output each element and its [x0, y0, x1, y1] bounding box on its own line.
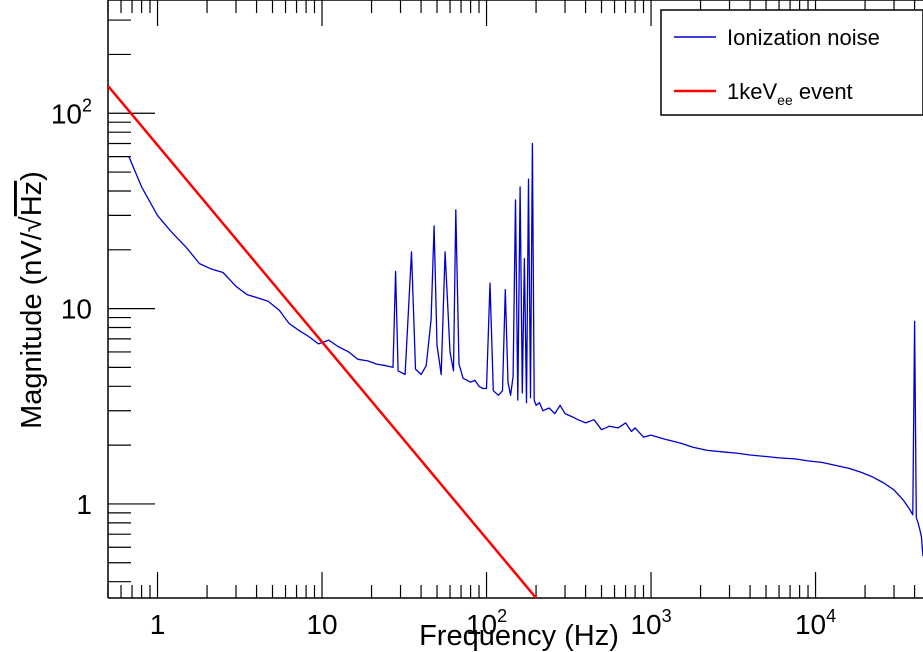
legend: Ionization noise 1keVee event [660, 9, 923, 116]
y-tick-label: 10 [61, 294, 92, 325]
legend-box [660, 9, 923, 116]
y-axis-title-main: Magnitude (nV/ [16, 231, 48, 429]
y-axis-title-radical-sign: √ [16, 216, 48, 232]
legend-label-1kevee-tail: event [793, 79, 853, 104]
y-tick-label: 102 [51, 95, 92, 129]
x-axis-title: Frequency (Hz) [419, 620, 619, 652]
svg-text:Magnitude (nV/√Hz): Magnitude (nV/√Hz) [16, 171, 48, 429]
legend-label-ionization-noise: Ionization noise [727, 25, 880, 50]
x-tick-label: 1 [150, 609, 166, 640]
y-axis-title-close: ) [16, 171, 48, 181]
x-tick-label: 10 [306, 609, 337, 640]
series-line-ionization-noise [128, 142, 923, 557]
legend-label-1kevee-event: 1keVee event [727, 79, 853, 108]
x-tick-label: 104 [795, 606, 836, 640]
legend-label-1kevee-main: 1keV [727, 79, 777, 104]
y-axis-title: Magnitude (nV/√Hz) [16, 171, 48, 429]
legend-label-1kevee-sub: ee [777, 92, 793, 108]
x-tick-label: 102 [466, 606, 507, 640]
x-tick-label: 103 [630, 606, 671, 640]
series-line-1kevee-event [108, 85, 538, 598]
y-tick-label: 1 [76, 489, 92, 520]
y-axis-title-radicand: Hz [16, 181, 48, 216]
